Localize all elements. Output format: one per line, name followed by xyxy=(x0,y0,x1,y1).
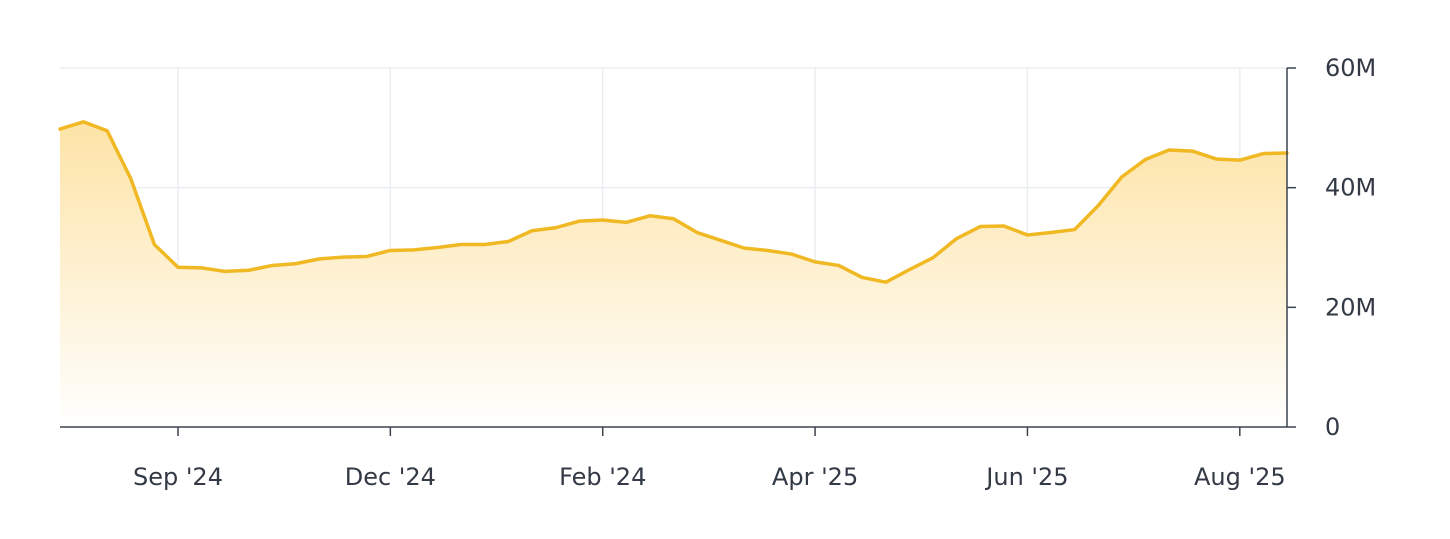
data-point xyxy=(1002,224,1006,228)
axes xyxy=(60,68,1288,428)
data-point xyxy=(459,243,463,247)
data-point xyxy=(837,263,841,267)
data-point xyxy=(624,220,628,224)
y-tick-label: 60M xyxy=(1325,54,1376,82)
data-point xyxy=(1238,158,1242,162)
data-point xyxy=(648,214,652,218)
data-point xyxy=(884,280,888,284)
data-point xyxy=(695,231,699,235)
y-tick-label: 40M xyxy=(1325,174,1376,202)
data-point xyxy=(436,246,440,250)
data-point xyxy=(554,226,558,230)
data-point xyxy=(1025,233,1029,237)
data-point xyxy=(955,237,959,241)
data-point xyxy=(742,246,746,250)
data-point xyxy=(223,269,227,273)
series-area xyxy=(60,121,1287,427)
data-point xyxy=(105,129,109,133)
data-point xyxy=(176,265,180,269)
data-point xyxy=(388,248,392,252)
series-line xyxy=(58,120,1289,284)
data-point xyxy=(247,268,251,272)
data-point xyxy=(907,268,911,272)
data-point xyxy=(1261,152,1265,156)
data-point xyxy=(1191,149,1195,153)
data-point xyxy=(483,243,487,247)
data-point xyxy=(506,240,510,244)
data-point xyxy=(318,257,322,261)
data-point xyxy=(931,256,935,260)
data-point xyxy=(1096,204,1100,208)
data-point xyxy=(152,243,156,247)
data-point xyxy=(341,255,345,259)
data-point xyxy=(412,248,416,252)
data-point xyxy=(129,177,133,181)
data-point xyxy=(294,262,298,266)
data-point xyxy=(1120,175,1124,179)
data-point xyxy=(672,217,676,221)
x-tick-label: Aug '25 xyxy=(1194,463,1286,491)
data-point xyxy=(766,248,770,252)
data-point xyxy=(1049,231,1053,235)
data-point xyxy=(1073,228,1077,232)
data-point xyxy=(719,238,723,242)
data-point xyxy=(1143,158,1147,162)
data-point xyxy=(978,225,982,229)
y-tick-label: 0 xyxy=(1325,413,1340,441)
x-axis-ticks: Sep '24 Dec '24 Feb '24 Apr '25 Jun '25 Aug '… xyxy=(133,427,1286,491)
data-point xyxy=(270,263,274,267)
x-tick-label: Sep '24 xyxy=(133,463,223,491)
data-point xyxy=(789,252,793,256)
x-tick-label: Dec '24 xyxy=(345,463,436,491)
data-point xyxy=(530,229,534,233)
data-point xyxy=(813,260,817,264)
data-point xyxy=(1214,157,1218,161)
y-axis-ticks: 0 20M 40M 60M xyxy=(1287,54,1376,441)
data-point xyxy=(577,219,581,223)
x-tick-label: Apr '25 xyxy=(772,463,858,491)
data-point xyxy=(58,127,62,131)
data-point xyxy=(860,275,864,279)
y-tick-label: 20M xyxy=(1325,293,1376,321)
data-point xyxy=(82,120,86,124)
data-point xyxy=(1167,148,1171,152)
data-point xyxy=(200,266,204,270)
data-point xyxy=(1285,151,1289,155)
x-tick-label: Feb '24 xyxy=(559,463,646,491)
x-tick-label: Jun '25 xyxy=(984,463,1068,491)
data-point xyxy=(601,218,605,222)
data-point xyxy=(365,254,369,258)
